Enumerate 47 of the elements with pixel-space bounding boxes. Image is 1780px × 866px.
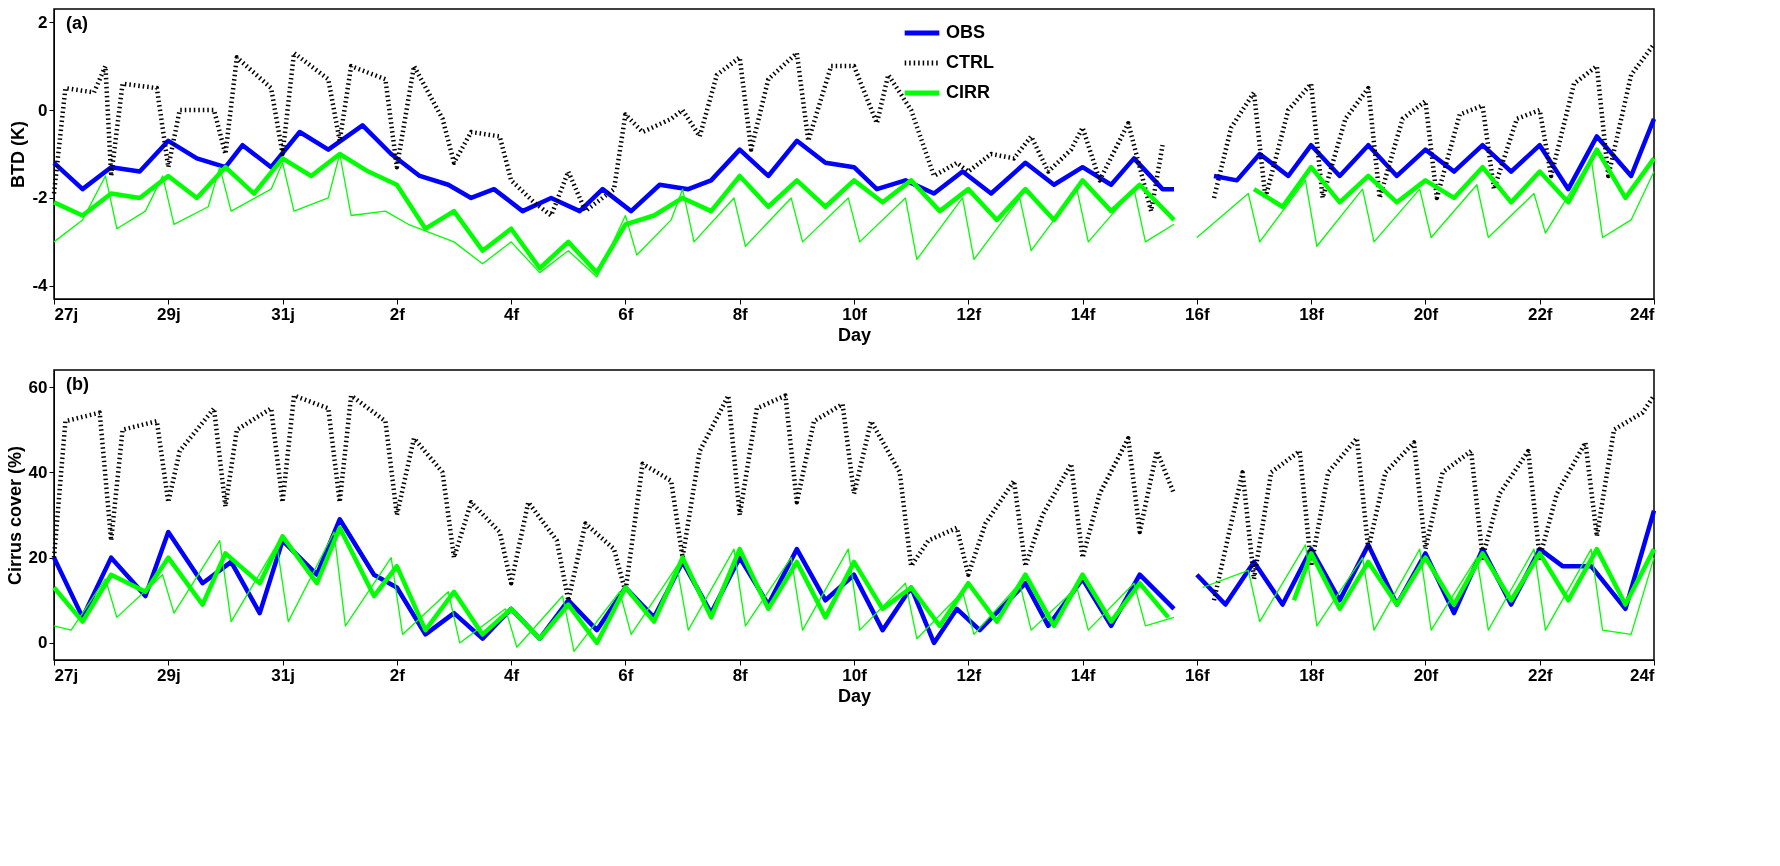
x-tick-label: 6f (618, 665, 634, 685)
x-tick-label: 31j (271, 304, 295, 324)
x-tick-label: 10f (842, 665, 868, 685)
y-tick-label: -2 (32, 188, 48, 208)
x-tick-label: 18f (1299, 665, 1325, 685)
x-tick-label: 8f (732, 304, 749, 324)
x-tick-label: 22f (1527, 665, 1553, 685)
x-tick-label: 29j (156, 304, 181, 324)
x-tick-label: 4f (504, 665, 520, 685)
annotation: (b) (66, 374, 89, 394)
y-tick-label: 40 (28, 462, 48, 482)
x-tick-label: 4f (504, 304, 520, 324)
x-tick-label: 24f (1629, 665, 1655, 685)
y-tick-label: 0 (38, 633, 48, 653)
x-tick-label: 12f (956, 304, 982, 324)
x-tick-label: 27j (54, 665, 79, 685)
x-tick-label: 29j (156, 665, 181, 685)
legend-label: CTRL (946, 52, 994, 72)
x-tick-label: 20f (1413, 665, 1439, 685)
x-tick-label: 10f (842, 304, 868, 324)
x-tick-label: 2f (389, 304, 406, 324)
x-tick-label: 14f (1070, 304, 1096, 324)
y-axis-title: Cirrus cover (%) (4, 445, 25, 586)
y-axis-title: BTD (K) (8, 121, 29, 188)
x-tick-label: 24f (1629, 304, 1655, 324)
x-tick-label: 8f (732, 665, 749, 685)
y-tick-label: 2 (38, 12, 48, 32)
x-tick-label: 22f (1527, 304, 1553, 324)
x-axis-title: Day (837, 324, 872, 345)
annotation: (a) (66, 13, 88, 33)
x-tick-label: 16f (1185, 665, 1210, 685)
legend-label: OBS (946, 22, 986, 42)
x-tick-label: 6f (618, 304, 634, 324)
x-tick-label: 16f (1185, 304, 1210, 324)
y-tick-label: 60 (28, 377, 48, 397)
x-tick-label: 2f (389, 665, 406, 685)
y-tick-label: -4 (32, 276, 49, 296)
legend-label: CIRR (946, 82, 990, 102)
x-tick-label: 14f (1070, 665, 1096, 685)
x-axis-title: Day (837, 685, 872, 706)
x-tick-label: 31j (271, 665, 295, 685)
x-tick-label: 27j (54, 304, 79, 324)
x-tick-label: 12f (956, 665, 982, 685)
y-tick-label: 0 (38, 100, 48, 120)
y-tick-label: 20 (28, 548, 48, 568)
x-tick-label: 18f (1299, 304, 1325, 324)
x-tick-label: 20f (1413, 304, 1439, 324)
